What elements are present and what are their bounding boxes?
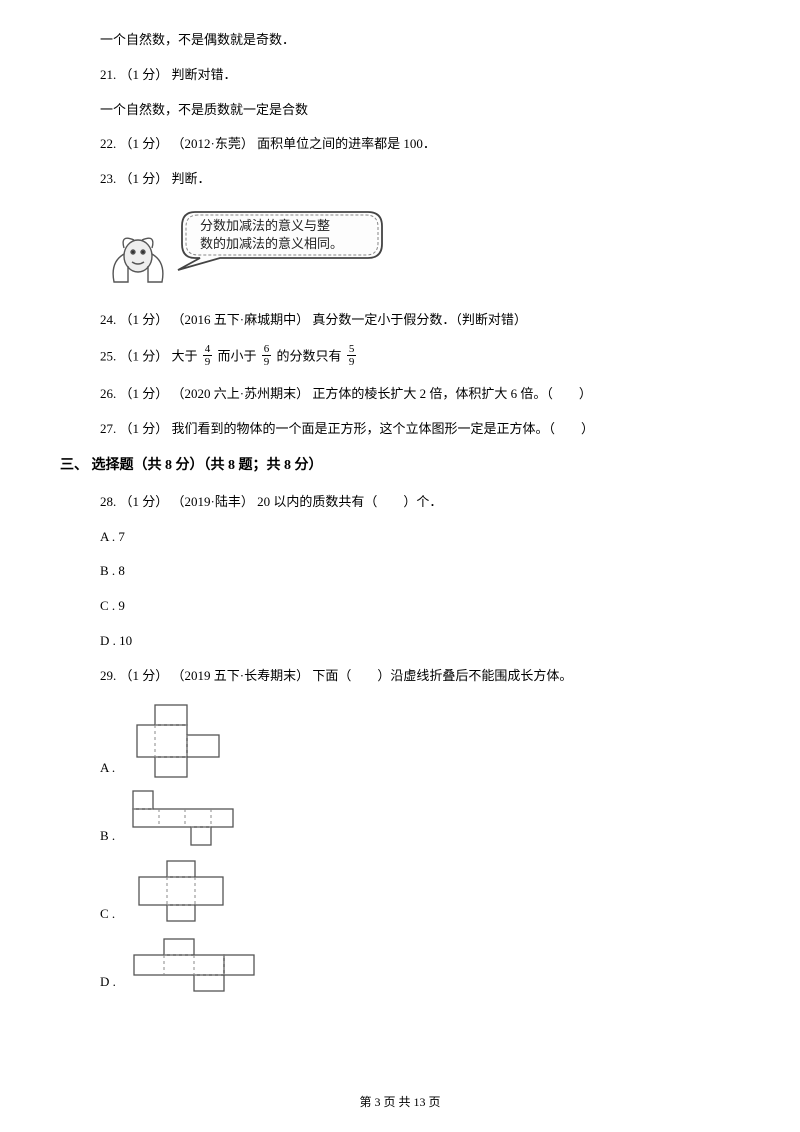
q29-text: 下面（ ）沿虚线折叠后不能围成长方体。 [312, 668, 572, 683]
q22-src: （2012·东莞） [172, 136, 254, 151]
q23: 23. （1 分） 判断． [60, 169, 740, 190]
q26-src: （2020 六上·苏州期末） [172, 386, 310, 401]
q29: 29. （1 分） （2019 五下·长寿期末） 下面（ ）沿虚线折叠后不能围成… [60, 666, 740, 687]
q29-opt-b-label: B . [100, 826, 115, 851]
intro-line: 一个自然数，不是偶数就是奇数． [60, 30, 740, 51]
q26-text: 正方体的棱长扩大 2 倍，体积扩大 6 倍。（ ） [312, 386, 592, 401]
q25-pts: （1 分） [120, 348, 169, 363]
q28-num: 28. [100, 494, 116, 509]
net-b-svg [127, 789, 257, 851]
q25-num: 25. [100, 348, 116, 363]
q29-opt-d: D . [60, 935, 740, 997]
section-3-header: 三、 选择题（共 8 分）（共 8 题；共 8 分） [60, 455, 740, 477]
q23-bubble: 分数加减法的意义与整 数的加减法的意义相同。 [60, 204, 740, 296]
q29-pts: （1 分） [120, 668, 169, 683]
q22-pts: （1 分） [120, 136, 169, 151]
q28-opt-a: A . 7 [60, 527, 740, 548]
q29-opt-d-label: D . [100, 972, 116, 997]
q28-opt-b: B . 8 [60, 561, 740, 582]
net-a-svg [127, 701, 237, 783]
page-footer: 第 3 页 共 13 页 [0, 1093, 800, 1112]
q21-body: 一个自然数，不是质数就一定是合数 [60, 100, 740, 121]
frac-4-9: 49 [203, 343, 213, 368]
q23-pts: （1 分） [120, 171, 169, 186]
q25-t2: 而小于 [218, 348, 257, 363]
frac-5-9: 59 [347, 343, 357, 368]
q29-opt-c-label: C . [100, 904, 115, 929]
q26-pts: （1 分） [120, 386, 169, 401]
q24: 24. （1 分） （2016 五下·麻城期中） 真分数一定小于假分数．（判断对… [60, 310, 740, 331]
q29-opt-a: A . [60, 701, 740, 783]
q27-pts: （1 分） [120, 421, 169, 436]
q21-header: 21. （1 分） 判断对错． [60, 65, 740, 86]
q28-text: 20 以内的质数共有（ ）个． [257, 494, 442, 509]
q28: 28. （1 分） （2019·陆丰） 20 以内的质数共有（ ）个． [60, 492, 740, 513]
net-c-svg [127, 857, 257, 929]
q29-num: 29. [100, 668, 116, 683]
bubble-line1: 分数加减法的意义与整 [200, 218, 330, 233]
q28-opt-c: C . 9 [60, 596, 740, 617]
q26-num: 26. [100, 386, 116, 401]
q27-text: 我们看到的物体的一个面是正方形，这个立体图形一定是正方体。（ ） [172, 421, 595, 436]
q28-opt-d: D . 10 [60, 631, 740, 652]
frac-6-9: 69 [262, 343, 272, 368]
q27-num: 27. [100, 421, 116, 436]
speech-bubble-svg: 分数加减法的意义与整 数的加减法的意义相同。 [100, 204, 400, 289]
q29-opt-a-label: A . [100, 758, 115, 783]
q25: 25. （1 分） 大于 49 而小于 69 的分数只有 59 [60, 345, 740, 370]
q28-src: （2019·陆丰） [172, 494, 254, 509]
q22-text: 面积单位之间的进率都是 100． [257, 136, 436, 151]
q22: 22. （1 分） （2012·东莞） 面积单位之间的进率都是 100． [60, 134, 740, 155]
q29-opt-c: C . [60, 857, 740, 929]
q24-text: 真分数一定小于假分数．（判断对错） [312, 312, 527, 327]
q21-text: 判断对错． [172, 67, 237, 82]
net-d-svg [128, 935, 278, 997]
q23-text: 判断． [172, 171, 211, 186]
q29-src: （2019 五下·长寿期末） [172, 668, 310, 683]
q21-pts: （1 分） [120, 67, 169, 82]
q23-num: 23. [100, 171, 116, 186]
q24-num: 24. [100, 312, 116, 327]
q24-src: （2016 五下·麻城期中） [172, 312, 310, 327]
q25-t3: 的分数只有 [277, 348, 342, 363]
q29-opt-b: B . [60, 789, 740, 851]
q28-pts: （1 分） [120, 494, 169, 509]
q26: 26. （1 分） （2020 六上·苏州期末） 正方体的棱长扩大 2 倍，体积… [60, 384, 740, 405]
q27: 27. （1 分） 我们看到的物体的一个面是正方形，这个立体图形一定是正方体。（… [60, 419, 740, 440]
q25-t1: 大于 [172, 348, 198, 363]
q24-pts: （1 分） [120, 312, 169, 327]
q22-num: 22. [100, 136, 116, 151]
q21-num: 21. [100, 67, 116, 82]
bubble-line2: 数的加减法的意义相同。 [200, 236, 343, 251]
